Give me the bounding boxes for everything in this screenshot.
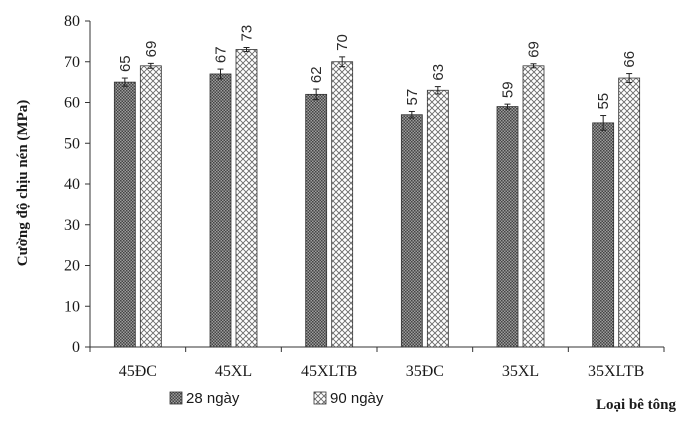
- x-axis-title: Loại bê tông: [596, 397, 677, 413]
- bar-28-ngay: [113, 81, 136, 348]
- bar-90-ngay: [331, 61, 354, 348]
- data-label: 70: [334, 34, 351, 51]
- y-tick-label: 20: [64, 258, 80, 275]
- data-label: 69: [143, 41, 160, 58]
- bar-28-ngay: [305, 93, 328, 348]
- x-axis: 45ĐC 45XL 45XLTB 35ĐC 35XL 35XLTB: [89, 346, 665, 380]
- legend: 28 ngày 90 ngày: [169, 390, 384, 407]
- x-tick-label: 35XLTB: [588, 363, 644, 380]
- data-label: 57: [404, 89, 421, 106]
- bar-90-ngay: [522, 65, 545, 348]
- bar-90-ngay: [618, 77, 641, 348]
- y-axis-title: Cường độ chịu nén (MPa): [15, 100, 31, 267]
- y-tick-label: 60: [64, 95, 80, 112]
- y-tick-label: 50: [64, 135, 80, 152]
- y-tick-label: 0: [72, 339, 80, 356]
- x-tick-label: 45XLTB: [301, 363, 357, 380]
- x-tick-label: 45XL: [215, 363, 252, 380]
- data-label: 62: [308, 66, 325, 83]
- x-tick-label: 45ĐC: [119, 363, 157, 380]
- bar-28-ngay: [209, 73, 232, 348]
- y-tick-label: 10: [64, 298, 80, 315]
- legend-label-90-ngay: 90 ngày: [330, 390, 384, 407]
- x-tick-label: 35ĐC: [406, 363, 444, 380]
- y-tick-label: 70: [64, 54, 80, 71]
- data-label: 73: [239, 25, 256, 42]
- bar-28-ngay: [400, 114, 423, 348]
- data-label: 59: [500, 81, 517, 98]
- data-label: 55: [595, 93, 612, 110]
- y-tick-label: 80: [64, 13, 80, 30]
- bar-90-ngay: [139, 65, 162, 348]
- y-axis: 0 10 20 30 40 50 60 70 80: [64, 13, 91, 356]
- bar-90-ngay: [235, 49, 258, 348]
- legend-swatch-90-ngay: [313, 391, 327, 405]
- data-label: 69: [526, 41, 543, 58]
- data-labels: 65 69 67 73 62 70 57 63 59 69 55 66: [117, 25, 638, 110]
- y-tick-label: 40: [64, 176, 80, 193]
- data-label: 66: [621, 51, 638, 68]
- y-tick-label: 30: [64, 217, 80, 234]
- legend-label-28-ngay: 28 ngày: [186, 390, 240, 407]
- data-label: 63: [430, 64, 447, 81]
- bar-28-ngay: [496, 106, 519, 348]
- data-label: 67: [213, 46, 230, 63]
- data-label: 65: [117, 55, 134, 72]
- x-tick-label: 35XL: [502, 363, 539, 380]
- legend-swatch-28-ngay: [169, 391, 183, 405]
- bar-90-ngay: [426, 89, 449, 348]
- bar-28-ngay: [592, 122, 615, 348]
- bars: [113, 46, 641, 348]
